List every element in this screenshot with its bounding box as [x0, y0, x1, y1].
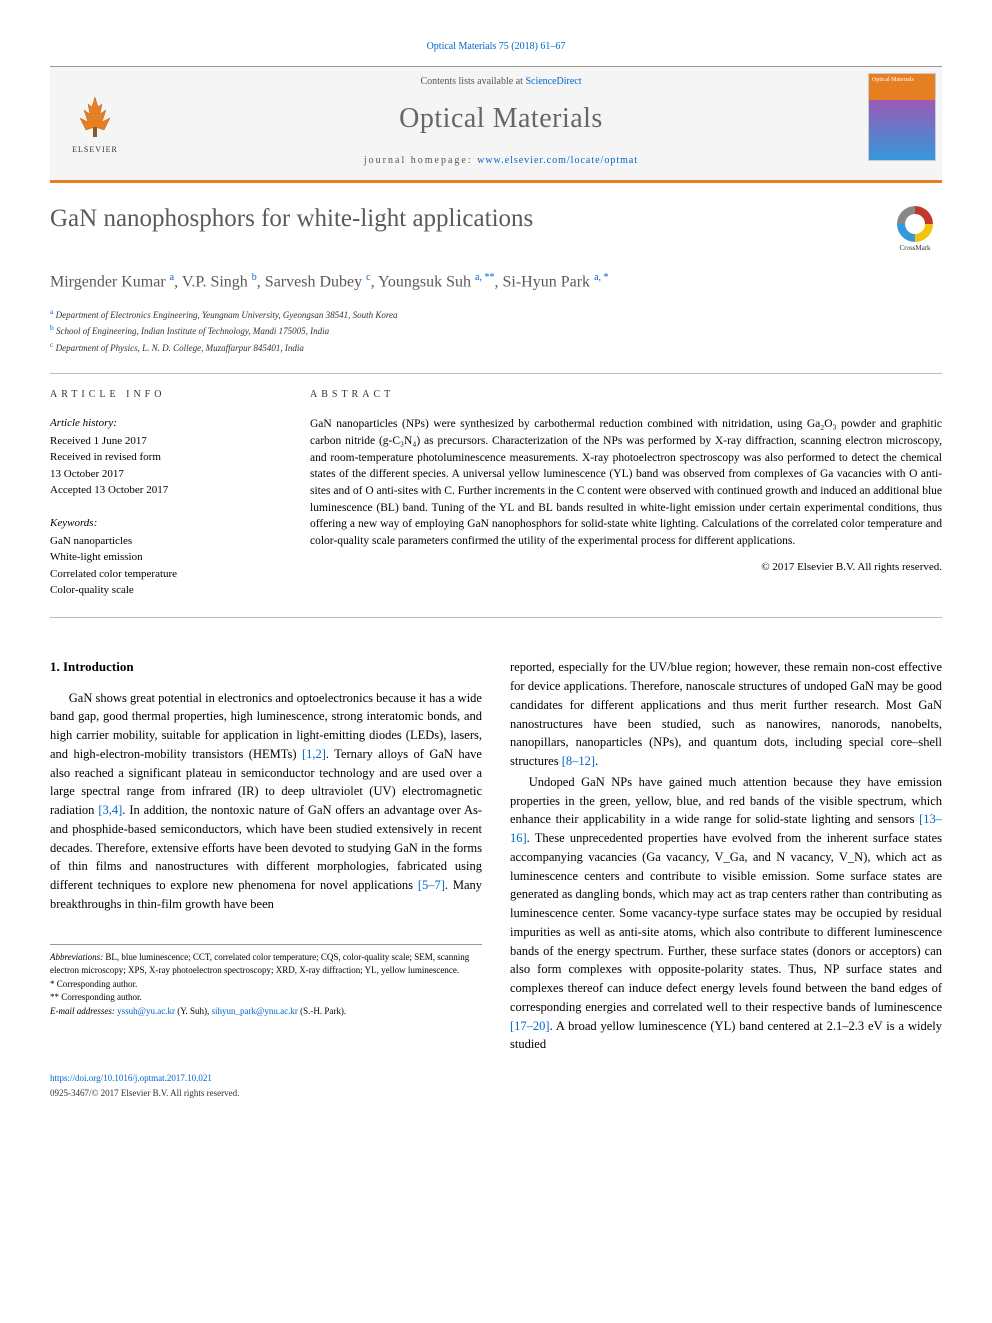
- citation-link[interactable]: [1,2]: [302, 747, 326, 761]
- cover-cell: Optical Materials: [862, 67, 942, 180]
- header-center: Contents lists available at ScienceDirec…: [140, 67, 862, 180]
- citation-link[interactable]: [17–20]: [510, 1019, 550, 1033]
- homepage: journal homepage: www.elsevier.com/locat…: [140, 154, 862, 168]
- authors: Mirgender Kumar a, V.P. Singh b, Sarvesh…: [50, 271, 942, 294]
- intro-heading: 1. Introduction: [50, 658, 482, 676]
- article-info-label: ARTICLE INFO: [50, 388, 280, 402]
- abstract: ABSTRACT GaN nanoparticles (NPs) were sy…: [310, 388, 942, 599]
- info-abstract-row: ARTICLE INFO Article history: Received 1…: [50, 374, 942, 617]
- email-1-who: (Y. Suh),: [175, 1006, 212, 1016]
- article-title: GaN nanophosphors for white-light applic…: [50, 203, 888, 236]
- abstract-label: ABSTRACT: [310, 388, 942, 402]
- abstract-copyright: © 2017 Elsevier B.V. All rights reserved…: [310, 560, 942, 575]
- affiliation: c Department of Physics, L. N. D. Colleg…: [50, 339, 942, 356]
- body-columns: 1. Introduction GaN shows great potentia…: [50, 658, 942, 1056]
- elsevier-logo[interactable]: ELSEVIER: [60, 84, 130, 164]
- sciencedirect-link[interactable]: ScienceDirect: [525, 76, 581, 87]
- keyword: Correlated color temperature: [50, 567, 280, 582]
- article-info: ARTICLE INFO Article history: Received 1…: [50, 388, 280, 599]
- history-line: Accepted 13 October 2017: [50, 483, 280, 498]
- crossmark-badge[interactable]: CrossMark: [888, 203, 942, 257]
- corresponding-1: * Corresponding author.: [50, 978, 482, 992]
- keyword: Color-quality scale: [50, 583, 280, 598]
- journal-cover-icon[interactable]: Optical Materials: [868, 73, 936, 161]
- issn-copyright: 0925-3467/© 2017 Elsevier B.V. All right…: [50, 1087, 942, 1100]
- email-2-who: (S.-H. Park).: [298, 1006, 346, 1016]
- elsevier-tree-icon: [70, 92, 120, 142]
- keyword: White-light emission: [50, 550, 280, 565]
- citation-link[interactable]: [5–7]: [418, 878, 445, 892]
- divider: [50, 617, 942, 618]
- footnotes: Abbreviations: BL, blue luminescence; CC…: [50, 944, 482, 1019]
- history-label: Article history:: [50, 416, 280, 431]
- citation-link[interactable]: [3,4]: [98, 803, 122, 817]
- contents-prefix: Contents lists available at: [420, 76, 525, 87]
- left-column: 1. Introduction GaN shows great potentia…: [50, 658, 482, 1056]
- publisher-name: ELSEVIER: [72, 144, 118, 155]
- history-line: Received 1 June 2017: [50, 434, 280, 449]
- corresponding-2: ** Corresponding author.: [50, 991, 482, 1005]
- journal-header: ELSEVIER Contents lists available at Sci…: [50, 66, 942, 183]
- intro-p2-cont: reported, especially for the UV/blue reg…: [510, 658, 942, 771]
- cover-title: Optical Materials: [872, 76, 914, 84]
- history-line: Received in revised form: [50, 450, 280, 465]
- doi: https://doi.org/10.1016/j.optmat.2017.10…: [50, 1072, 942, 1085]
- intro-p1: GaN shows great potential in electronics…: [50, 689, 482, 914]
- journal-title: Optical Materials: [140, 99, 862, 138]
- crossmark-icon: [897, 206, 933, 242]
- homepage-label: journal homepage:: [364, 155, 477, 166]
- citation-link[interactable]: [8–12]: [562, 754, 595, 768]
- history-line: 13 October 2017: [50, 467, 280, 482]
- abbreviations: Abbreviations: BL, blue luminescence; CC…: [50, 951, 482, 978]
- email-label: E-mail addresses:: [50, 1006, 115, 1016]
- affiliations: a Department of Electronics Engineering,…: [50, 306, 942, 356]
- homepage-link[interactable]: www.elsevier.com/locate/optmat: [477, 155, 638, 166]
- contents-available: Contents lists available at ScienceDirec…: [140, 75, 862, 89]
- title-row: GaN nanophosphors for white-light applic…: [50, 203, 942, 257]
- citation-link[interactable]: [13–16]: [510, 812, 942, 845]
- affiliation: b School of Engineering, Indian Institut…: [50, 322, 942, 339]
- affiliation: a Department of Electronics Engineering,…: [50, 306, 942, 323]
- keywords-label: Keywords:: [50, 516, 280, 531]
- keyword: GaN nanoparticles: [50, 534, 280, 549]
- email-1-link[interactable]: yssuh@yu.ac.kr: [117, 1006, 175, 1016]
- abstract-text: GaN nanoparticles (NPs) were synthesized…: [310, 416, 942, 549]
- publisher-logo-cell: ELSEVIER: [50, 67, 140, 180]
- right-column: reported, especially for the UV/blue reg…: [510, 658, 942, 1056]
- email-line: E-mail addresses: yssuh@yu.ac.kr (Y. Suh…: [50, 1005, 482, 1019]
- abbrev-label: Abbreviations:: [50, 952, 103, 962]
- doi-link[interactable]: https://doi.org/10.1016/j.optmat.2017.10…: [50, 1073, 212, 1083]
- article-page: Optical Materials 75 (2018) 61–67 ELSEVI…: [0, 0, 992, 1139]
- crossmark-label: CrossMark: [899, 244, 930, 254]
- abbrev-text: BL, blue luminescence; CCT, correlated c…: [50, 952, 469, 976]
- intro-p3: Undoped GaN NPs have gained much attenti…: [510, 773, 942, 1054]
- citation: Optical Materials 75 (2018) 61–67: [50, 40, 942, 54]
- email-2-link[interactable]: sihyun_park@ynu.ac.kr: [212, 1006, 298, 1016]
